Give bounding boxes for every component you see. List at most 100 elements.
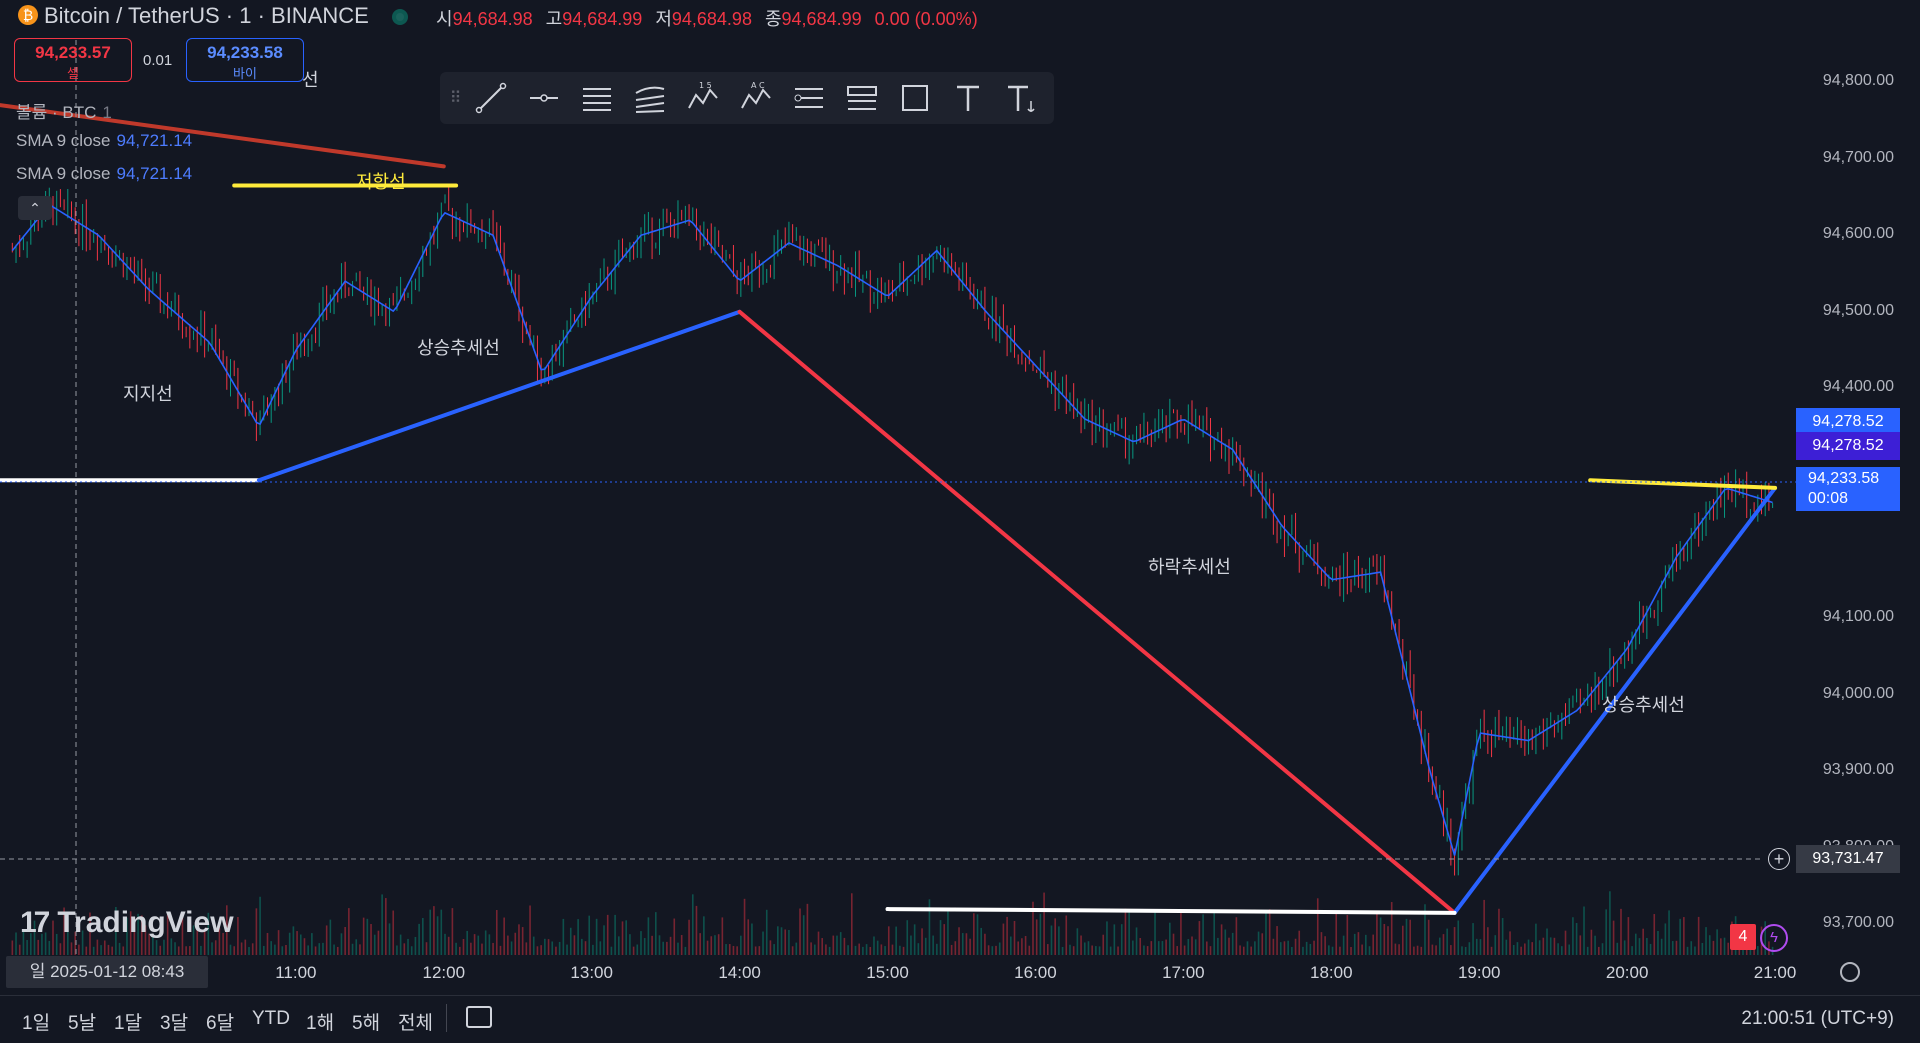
trend-line[interactable]: [0, 103, 446, 169]
support-line[interactable]: [885, 907, 1457, 915]
sell-button[interactable]: 94,233.57 셀: [14, 38, 132, 82]
volume-bar: [1642, 928, 1644, 955]
fib-retracement-icon[interactable]: [623, 78, 676, 118]
uptrend-label[interactable]: 상승추세선: [417, 338, 500, 358]
add-alert-button[interactable]: +: [1768, 848, 1790, 870]
uptrend-line[interactable]: [1452, 485, 1778, 915]
timezone-clock[interactable]: 21:00:51 (UTC+9): [1741, 1008, 1894, 1029]
volume-bar: [1634, 933, 1637, 955]
volume-bar: [817, 931, 820, 955]
y-tick-label: 94,500.00: [1822, 301, 1894, 319]
volume-bar: [521, 927, 524, 955]
resistance-label[interactable]: 저항선: [356, 172, 406, 192]
volume-bar: [1638, 938, 1641, 955]
period-button[interactable]: 전체: [398, 1013, 433, 1034]
volume-bar: [961, 933, 964, 955]
volume-bar: [351, 943, 354, 955]
volume-bar: [1069, 944, 1071, 955]
support-label[interactable]: 지지선: [123, 384, 173, 404]
trend-line-icon[interactable]: [464, 78, 517, 118]
sell-price: 94,233.57: [35, 43, 111, 62]
drag-handle-icon[interactable]: ⠿: [449, 90, 463, 107]
volume-bar: [144, 925, 147, 955]
y-tick-label: 94,400.00: [1822, 378, 1894, 396]
volume-bar: [1113, 924, 1116, 955]
volume-bar: [499, 945, 502, 955]
gear-icon[interactable]: [1840, 962, 1860, 982]
volume-bar: [1616, 942, 1619, 955]
volume-bar: [1413, 946, 1415, 955]
crosshair-price-tag: 93,731.47: [1796, 845, 1900, 873]
volume-bar: [1172, 933, 1175, 955]
volume-bar: [669, 936, 672, 955]
lightning-icon[interactable]: ϟ: [1760, 924, 1788, 952]
sma-indicator-2[interactable]: SMA 9 close 94,721.14: [16, 164, 192, 184]
short-position-icon[interactable]: [835, 78, 888, 118]
uptrend-line[interactable]: [256, 309, 742, 483]
text-icon[interactable]: [941, 78, 994, 118]
volume-bar: [244, 939, 247, 955]
svg-text:1 5: 1 5: [699, 81, 712, 90]
volume-bar: [414, 936, 417, 955]
collapse-legend-button[interactable]: ⌃: [18, 196, 52, 220]
abc-pattern-icon[interactable]: A C: [729, 78, 782, 118]
symbol-title[interactable]: ₿ Bitcoin / TetherUS · 1 · BINANCE: [18, 3, 369, 29]
volume-bar: [1316, 898, 1319, 955]
sma-indicator-1[interactable]: SMA 9 close 94,721.14: [16, 131, 192, 151]
volume-bar: [348, 908, 350, 955]
long-position-icon[interactable]: [782, 78, 835, 118]
xabcd-pattern-icon[interactable]: 1 5: [676, 78, 729, 118]
parallel-channel-icon[interactable]: [570, 78, 623, 118]
volume-bar: [1165, 939, 1167, 955]
period-button[interactable]: 3달: [160, 1013, 189, 1034]
downtrend-line[interactable]: [737, 309, 1457, 915]
period-button[interactable]: 1달: [114, 1013, 143, 1034]
resistance-line[interactable]: [1588, 478, 1778, 490]
volume-bar: [843, 937, 846, 955]
period-button[interactable]: 1일: [22, 1013, 51, 1034]
buy-button[interactable]: 94,233.58 바이: [186, 38, 304, 82]
volume-bar: [562, 918, 565, 955]
volume-indicator[interactable]: 볼륨 · BTC 1: [16, 98, 112, 123]
volume-bar: [1313, 940, 1315, 955]
volume-bar: [1546, 928, 1548, 955]
rectangle-icon[interactable]: [888, 78, 941, 118]
x-tick-label: 14:00: [718, 963, 761, 982]
period-button[interactable]: 5날: [68, 1013, 97, 1034]
period-button[interactable]: YTD: [252, 1008, 290, 1029]
downtrend-label[interactable]: 하락추세선: [1148, 557, 1231, 577]
volume-bar: [795, 942, 798, 955]
volume-bar: [569, 927, 572, 955]
volume-bar: [462, 938, 465, 955]
horizontal-ray-icon[interactable]: [517, 78, 570, 118]
volume-bar: [1394, 943, 1397, 955]
volume-bar: [1231, 932, 1234, 955]
volume-bar: [1557, 943, 1559, 955]
volume-bar: [1416, 945, 1419, 955]
close-value: 94,684.99: [781, 9, 862, 29]
volume-bar: [1058, 926, 1060, 955]
volume-bar: [758, 946, 761, 955]
volume-bar: [1265, 910, 1267, 955]
volume-bar: [880, 944, 883, 955]
period-button[interactable]: 6달: [206, 1013, 235, 1034]
volume-bar: [1487, 927, 1489, 955]
anchored-text-icon[interactable]: [994, 78, 1047, 118]
volume-bar: [736, 946, 738, 955]
period-button[interactable]: 1해: [306, 1013, 335, 1034]
alert-count-badge[interactable]: 4: [1730, 924, 1756, 950]
volume-bar: [455, 942, 457, 955]
volume-bar: [510, 941, 513, 955]
volume-bar: [1202, 914, 1204, 955]
volume-bar: [717, 934, 720, 955]
volume-bar: [998, 942, 1001, 955]
period-button[interactable]: 5해: [352, 1013, 381, 1034]
y-tick-label: 94,000.00: [1822, 684, 1894, 702]
volume-bar: [1583, 906, 1585, 955]
uptrend-label-2[interactable]: 상승추세선: [1602, 695, 1685, 715]
calendar-icon[interactable]: [466, 1006, 492, 1028]
volume-bar: [1191, 936, 1193, 955]
y-tick-label: 93,700.00: [1822, 914, 1894, 932]
volume-bar: [129, 911, 132, 955]
